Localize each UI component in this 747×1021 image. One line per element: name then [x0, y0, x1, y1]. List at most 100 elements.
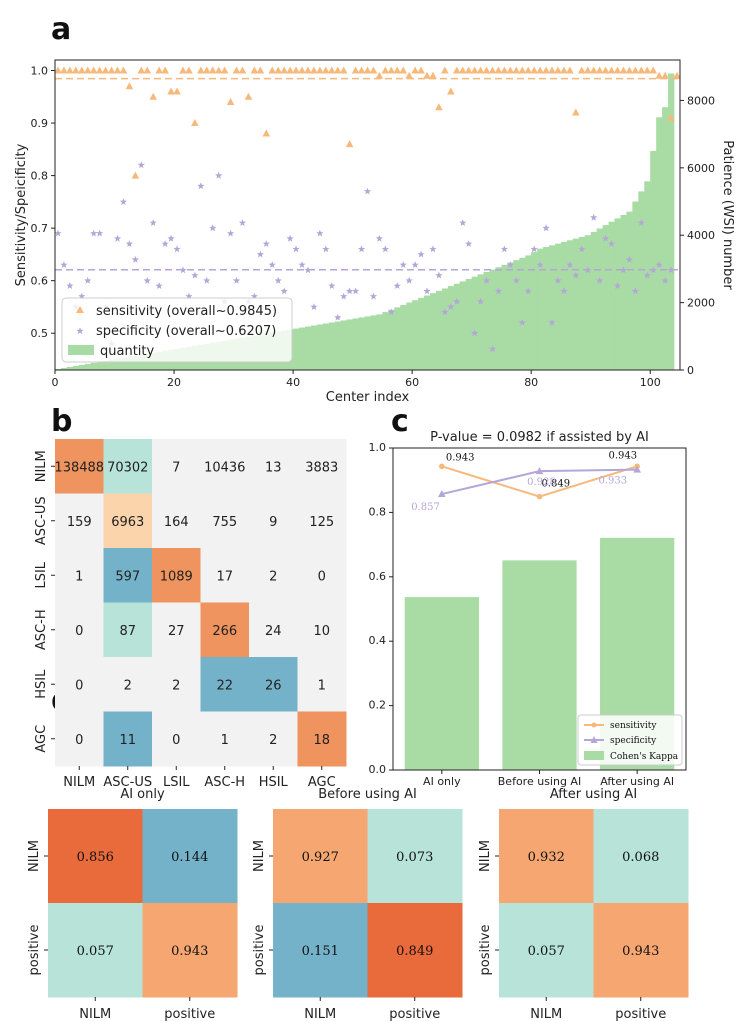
confusion-value: 87 [119, 624, 136, 639]
sensitivity-point [167, 87, 175, 95]
sensitivity-point [613, 66, 622, 74]
confusion-cell [152, 711, 201, 767]
specificity-point [310, 303, 318, 310]
confusion-value: 159 [67, 515, 92, 530]
specificity-point [465, 240, 473, 247]
sensitivity-point [54, 66, 62, 74]
confusion-value: 70302 [107, 460, 148, 475]
quantity-bar [590, 231, 597, 370]
sensitivity-point [381, 66, 390, 74]
confusion-cell [103, 493, 153, 549]
quantity-bar [305, 326, 312, 370]
confusion-cell [297, 493, 347, 549]
confusion-value: 26 [265, 678, 282, 693]
col-label: positive [615, 1007, 666, 1021]
matrix-cell [499, 809, 594, 904]
confusion-cell [103, 657, 153, 712]
specificity-point [256, 250, 264, 258]
specificity-point [250, 292, 258, 300]
quantity-bar [495, 267, 502, 370]
confusion-value: 6963 [111, 515, 144, 530]
quantity-bar [650, 150, 657, 370]
confusion-value: 22 [216, 678, 233, 693]
confusion-value: 0 [75, 678, 83, 693]
col-label: NILM [63, 775, 95, 790]
sensitivity-point [566, 66, 574, 74]
specificity-point [131, 255, 139, 263]
sensitivity-value-label: 0.943 [446, 452, 475, 463]
quantity-bar [132, 355, 139, 370]
confusion-cell [55, 548, 104, 603]
row-label: NILM [27, 840, 42, 872]
legend-specificity-label: specificity (overall~0.6207) [96, 324, 276, 339]
quantity-bar [668, 73, 675, 370]
row-label: positive [478, 925, 493, 976]
confusion-cell [297, 439, 347, 494]
matrix-cell [48, 903, 143, 998]
sensitivity-point [560, 66, 568, 74]
sensitivity-point [351, 66, 360, 74]
sensitivity-point [439, 463, 445, 470]
confusion-value: 164 [164, 515, 189, 530]
specificity-point [66, 282, 74, 289]
matrix-cell [273, 903, 368, 998]
specificity-point [438, 490, 446, 498]
confusion-cell [249, 602, 298, 658]
sensitivity-point [595, 66, 604, 74]
specificity-point [363, 187, 372, 195]
quantity-bar [626, 211, 633, 370]
quantity-bar [531, 252, 538, 370]
specificity-point [482, 276, 491, 284]
confusion-cell [249, 657, 298, 712]
x-tick-label: 100 [640, 376, 661, 389]
quantity-bar [310, 325, 318, 370]
sensitivity-point [601, 66, 610, 74]
quantity-bar [376, 314, 383, 370]
y-tick-label: 0.7 [31, 222, 49, 235]
quantity-bar [549, 245, 556, 370]
specificity-point [435, 271, 443, 279]
quantity-bar [584, 235, 592, 370]
specificity-point [227, 229, 235, 237]
quantity-bar [388, 309, 395, 370]
specificity-point [429, 245, 437, 253]
sensitivity-point [476, 66, 485, 74]
sensitivity-point [72, 66, 80, 74]
confusion-value: 597 [115, 569, 140, 584]
sensitivity-point [322, 66, 330, 74]
specificity-point [78, 292, 86, 300]
confusion-value: 7 [172, 460, 180, 475]
x-axis-label: Center index [326, 390, 410, 405]
quantity-bar [382, 312, 389, 370]
col-label: NILM [304, 1007, 336, 1021]
specificity-point [494, 287, 503, 295]
matrix-value: 0.144 [171, 850, 208, 865]
y-axis-label: Sensitivity/Speicificity [14, 143, 29, 286]
confusion-value: 27 [168, 624, 185, 639]
confusion-value: 1 [75, 569, 83, 584]
y-tick-label: 1.0 [31, 65, 49, 78]
specificity-point [387, 308, 395, 316]
sensitivity-point [304, 66, 312, 74]
y-right-tick-label: 0 [687, 364, 694, 377]
sensitivity-point [441, 66, 449, 74]
y-tick-label: 0.6 [369, 570, 387, 583]
sensitivity-point [185, 66, 193, 74]
subplot-title: AI only [120, 787, 165, 802]
row-label: NILM [478, 840, 493, 872]
sensitivity-point [173, 87, 181, 95]
sensitivity-point [131, 171, 140, 179]
confusion-value: 10 [313, 624, 330, 639]
confusion-cell [297, 548, 347, 603]
y-tick-label: 0.5 [31, 327, 49, 340]
sensitivity-point [95, 66, 104, 74]
quantity-bar [632, 201, 639, 370]
sensitivity-point [655, 71, 663, 79]
confusion-cell [55, 711, 104, 767]
quantity-bar [602, 225, 609, 370]
sensitivity-point [667, 113, 675, 121]
sensitivity-point [333, 66, 342, 74]
specificity-point [506, 261, 514, 268]
specificity-point [560, 287, 568, 295]
specificity-point [137, 161, 145, 169]
